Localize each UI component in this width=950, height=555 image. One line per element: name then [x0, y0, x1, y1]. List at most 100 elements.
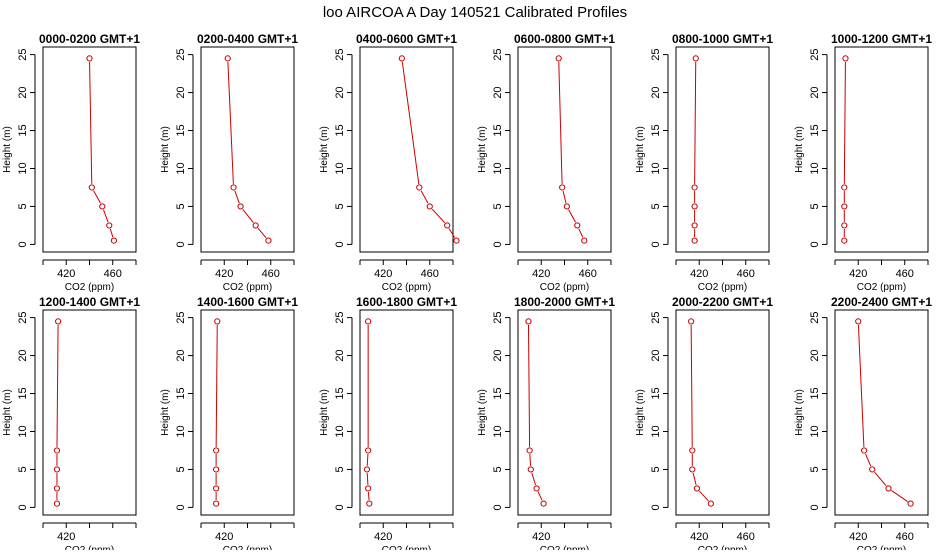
- y-tick-label: 0: [492, 504, 504, 510]
- profile-segment: [874, 471, 887, 487]
- data-point: [689, 447, 696, 454]
- y-tick-label: 15: [175, 387, 187, 399]
- profile-segment: [227, 61, 234, 184]
- profile-segment: [865, 453, 872, 467]
- data-point: [689, 466, 696, 473]
- x-tick-label: 420: [532, 531, 550, 543]
- x-axis-label: CO2 (ppm): [65, 282, 114, 293]
- plot-box: [42, 46, 137, 253]
- panel-5: 0800-1000 GMT+1 0 5 10 15 20 25 Height (m) 420 46…: [635, 32, 773, 293]
- y-tick-label: 5: [650, 203, 662, 209]
- data-point: [581, 237, 588, 244]
- y-axis-label: Height (m): [160, 126, 171, 173]
- y-tick-label: 10: [492, 162, 504, 174]
- y-axis-label: Height (m): [635, 126, 646, 173]
- y-tick-label: 5: [650, 466, 662, 472]
- profile-segment: [578, 228, 584, 238]
- y-axis-label: Height (m): [160, 389, 171, 436]
- y-tick-label: 10: [809, 425, 821, 437]
- plot-box: [834, 309, 929, 516]
- x-tick-label: 420: [532, 268, 550, 280]
- y-tick-label: 25: [334, 48, 346, 60]
- y-tick-label: 5: [809, 203, 821, 209]
- y-tick-label: 10: [175, 162, 187, 174]
- data-point: [540, 500, 547, 507]
- figure-title: loo AIRCOA A Day 140521 Calibrated Profi…: [323, 4, 627, 21]
- profile-segment: [531, 472, 537, 486]
- profile-segment: [366, 473, 369, 485]
- data-point: [533, 485, 540, 492]
- x-tick-label: 460: [737, 531, 755, 543]
- data-point: [53, 485, 61, 492]
- x-tick-label: 460: [104, 268, 122, 280]
- plot-box: [359, 46, 454, 253]
- y-tick-label: 15: [334, 124, 346, 136]
- y-tick-label: 0: [17, 504, 29, 510]
- data-point: [559, 184, 566, 191]
- panel-title: 0400-0600 GMT+1: [356, 32, 457, 46]
- data-point: [213, 466, 220, 473]
- x-axis-label: CO2 (ppm): [382, 545, 431, 550]
- y-tick-label: 20: [17, 349, 29, 361]
- y-axis-label: Height (m): [2, 126, 13, 173]
- y-tick-label: 10: [650, 425, 662, 437]
- profile-segment: [843, 61, 846, 184]
- y-tick-label: 10: [650, 162, 662, 174]
- y-tick-label: 5: [492, 203, 504, 209]
- profile-segment: [527, 324, 531, 447]
- panel-title: 0600-0800 GMT+1: [514, 32, 615, 46]
- plot-box: [359, 309, 454, 516]
- y-tick-label: 5: [334, 203, 346, 209]
- panel-title: 1800-2000 GMT+1: [514, 295, 615, 309]
- y-tick-label: 15: [492, 124, 504, 136]
- x-axis-label: CO2 (ppm): [223, 545, 272, 550]
- data-point: [692, 55, 699, 62]
- profile-segment: [558, 61, 563, 184]
- data-point: [525, 318, 532, 325]
- y-tick-label: 15: [175, 124, 187, 136]
- y-axis-label: Height (m): [635, 389, 646, 436]
- y-tick-label: 0: [334, 504, 346, 510]
- y-axis-label: Height (m): [794, 126, 805, 173]
- profile-segment: [215, 324, 218, 447]
- x-axis-label: CO2 (ppm): [857, 282, 906, 293]
- profile-segment: [242, 208, 254, 223]
- profile-segment: [401, 61, 420, 184]
- data-point: [365, 447, 372, 454]
- x-axis-label: CO2 (ppm): [698, 545, 747, 550]
- profile-segment: [562, 190, 567, 204]
- y-axis-label: Height (m): [319, 126, 330, 173]
- y-tick-label: 25: [809, 311, 821, 323]
- y-tick-label: 20: [492, 86, 504, 98]
- data-point: [86, 55, 93, 62]
- x-axis-label: CO2 (ppm): [223, 282, 272, 293]
- data-point: [398, 55, 405, 62]
- profile-segment: [367, 491, 370, 501]
- x-axis-label: CO2 (ppm): [857, 545, 906, 550]
- profile-segment: [694, 61, 697, 184]
- y-tick-label: 15: [492, 387, 504, 399]
- plot-box: [834, 46, 929, 253]
- y-tick-label: 15: [17, 124, 29, 136]
- data-point: [55, 318, 62, 325]
- x-axis-label: CO2 (ppm): [698, 282, 747, 293]
- y-tick-label: 0: [175, 241, 187, 247]
- x-tick-label: 460: [896, 268, 914, 280]
- profile-segment: [537, 491, 543, 501]
- profile-segment: [568, 209, 576, 223]
- data-point: [526, 447, 533, 454]
- y-tick-label: 15: [650, 387, 662, 399]
- profile-segment: [690, 324, 693, 447]
- data-point: [213, 485, 220, 492]
- panel-title: 1400-1600 GMT+1: [197, 295, 298, 309]
- data-point: [110, 237, 118, 244]
- data-point: [860, 447, 868, 454]
- data-point: [869, 466, 876, 473]
- data-point: [841, 237, 848, 244]
- x-axis-label: CO2 (ppm): [65, 545, 114, 550]
- x-tick-label: 420: [690, 268, 708, 280]
- x-tick-label: 420: [374, 268, 392, 280]
- profile-segment: [698, 490, 709, 502]
- profile-segment: [56, 324, 59, 447]
- x-tick-label: 460: [421, 268, 439, 280]
